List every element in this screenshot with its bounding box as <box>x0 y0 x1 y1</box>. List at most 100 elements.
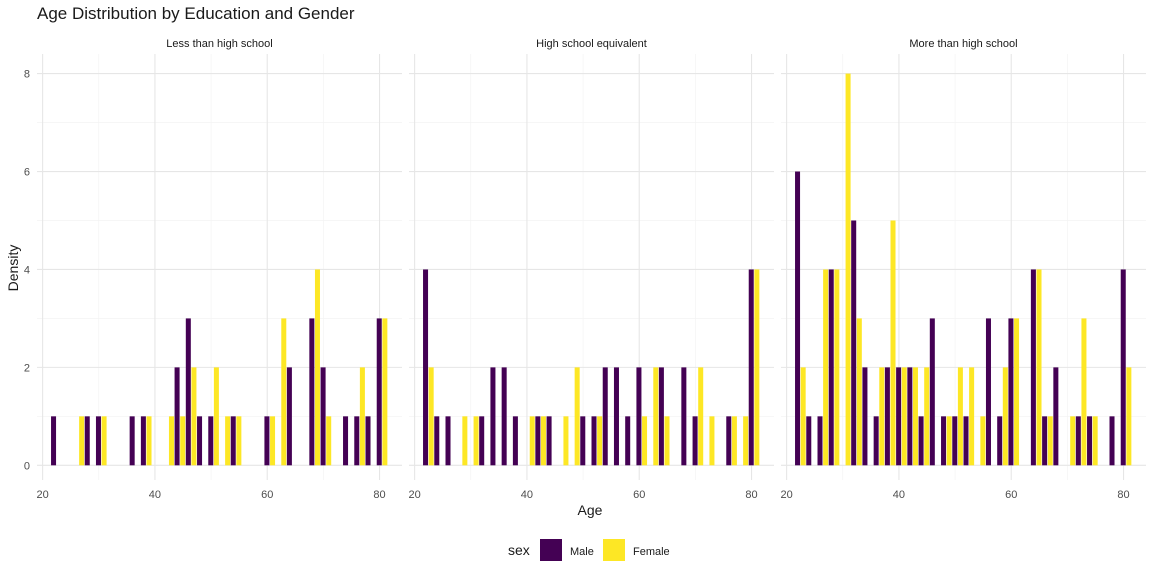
x-tick-label: 80 <box>745 489 757 501</box>
bar-female <box>980 416 986 466</box>
y-axis-title: Density <box>5 245 21 292</box>
bar-male <box>851 220 857 466</box>
legend-label-female: Female <box>633 546 670 558</box>
bar-male <box>365 416 371 466</box>
bar-female <box>1092 416 1098 466</box>
bar-male <box>185 318 191 466</box>
bar-male <box>51 416 57 466</box>
bar-female <box>924 367 930 466</box>
bar-male <box>1008 318 1014 466</box>
bar-male <box>490 367 496 466</box>
bar-male <box>354 416 360 466</box>
bar-female <box>890 220 896 466</box>
bar-male <box>208 416 214 466</box>
bar-male <box>580 416 586 466</box>
y-tick-label: 4 <box>24 264 30 276</box>
bar-male <box>376 318 382 466</box>
bar-female <box>1081 318 1087 466</box>
bar-male <box>862 367 868 466</box>
bar-female <box>1047 416 1053 466</box>
bar-male <box>1109 416 1115 466</box>
bar-male <box>907 367 913 466</box>
y-tick-label: 6 <box>24 167 30 179</box>
x-tick-label: 20 <box>780 489 792 501</box>
bar-male <box>501 367 507 466</box>
bar-male <box>828 269 834 466</box>
bar-male <box>230 416 236 466</box>
bar-female <box>642 416 648 466</box>
bar-male <box>84 416 90 466</box>
bar-male <box>1042 416 1048 466</box>
bar-female <box>879 367 885 466</box>
bar-female <box>664 416 670 466</box>
bar-female <box>359 367 365 466</box>
legend-title: sex <box>508 542 530 558</box>
bar-female <box>462 416 468 466</box>
bar-female <box>1070 416 1076 466</box>
bar-female <box>473 416 479 466</box>
bar-male <box>997 416 1003 466</box>
bar-female <box>270 416 276 466</box>
bar-female <box>146 416 152 466</box>
bar-male <box>445 416 451 466</box>
x-tick-label: 40 <box>893 489 905 501</box>
bar-male <box>952 416 958 466</box>
bar-male <box>286 367 292 466</box>
x-tick-label: 40 <box>521 489 533 501</box>
bar-male <box>726 416 732 466</box>
bar-male <box>479 416 485 466</box>
legend-label-male: Male <box>570 546 594 558</box>
bar-female <box>180 416 186 466</box>
panel-high-school-equivalent: High school equivalent 20 40 60 80 <box>408 38 774 501</box>
bar-female <box>754 269 760 466</box>
bar-female <box>698 367 704 466</box>
bar-male <box>95 416 101 466</box>
bar-female <box>653 367 659 466</box>
bar-male <box>681 367 687 466</box>
bar-male <box>1087 416 1093 466</box>
bar-male <box>918 416 924 466</box>
panel-title: More than high school <box>909 38 1017 50</box>
x-tick-label: 80 <box>1117 489 1129 501</box>
bar-female <box>326 416 332 466</box>
bar-male <box>320 367 326 466</box>
panel-more-than-high-school: More than high school 20 40 60 80 <box>780 38 1146 501</box>
bar-male <box>795 171 801 466</box>
bar-male <box>613 367 619 466</box>
bar-female <box>281 318 287 466</box>
bar-female <box>731 416 737 466</box>
bar-female <box>901 367 907 466</box>
y-tick-label: 2 <box>24 362 30 374</box>
bar-male <box>636 367 642 466</box>
bar-male <box>512 416 518 466</box>
bar-male <box>625 416 631 466</box>
bar-female <box>168 416 174 466</box>
panel-title: Less than high school <box>166 38 272 50</box>
bar-female <box>314 269 320 466</box>
panel-less-than-high-school: Less than high school 20 40 60 80 <box>36 38 402 501</box>
bar-female <box>969 367 975 466</box>
bar-female <box>856 318 862 466</box>
bar-female <box>743 416 749 466</box>
legend-key-female <box>603 539 625 561</box>
x-tick-label: 20 <box>408 489 420 501</box>
bar-female <box>563 416 569 466</box>
bar-male <box>602 367 608 466</box>
bar-female <box>912 367 918 466</box>
bar-male <box>535 416 541 466</box>
bar-female <box>1126 367 1132 466</box>
bar-male <box>884 367 890 466</box>
bar-male <box>1075 416 1081 466</box>
bar-male <box>1030 269 1036 466</box>
bar-female <box>236 416 242 466</box>
bar-female <box>946 416 952 466</box>
bar-male <box>546 416 552 466</box>
bar-female <box>540 416 546 466</box>
bar-male <box>197 416 203 466</box>
bar-male <box>343 416 349 466</box>
bar-male <box>806 416 812 466</box>
bar-female <box>574 367 580 466</box>
bar-female <box>957 367 963 466</box>
